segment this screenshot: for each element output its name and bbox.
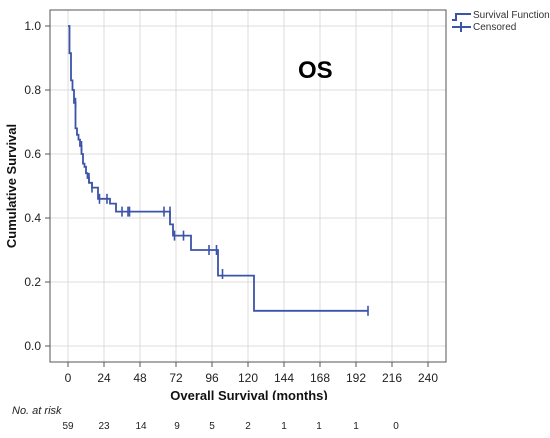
risk-count: 5	[209, 421, 215, 432]
risk-count: 59	[62, 421, 74, 432]
x-tick-label: 192	[346, 371, 366, 385]
y-tick-label: 0.2	[24, 275, 41, 289]
gridlines	[50, 10, 446, 362]
x-tick-label: 168	[310, 371, 330, 385]
y-tick-label: 0.4	[24, 211, 41, 225]
legend-step-symbol	[452, 13, 471, 21]
x-tick-label: 216	[382, 371, 402, 385]
censor-marks	[74, 97, 369, 316]
legend-survival-label: Survival Function	[473, 10, 550, 21]
x-tick-label: 144	[274, 371, 294, 385]
survival-curve	[68, 25, 368, 312]
risk-count: 2	[245, 421, 251, 432]
x-tick-label: 96	[205, 371, 219, 385]
survival-step-line	[68, 25, 368, 312]
y-tick-label: 0.8	[24, 83, 41, 97]
x-tick-label: 72	[169, 371, 183, 385]
risk-count: 23	[98, 421, 110, 432]
km-chart: 0 24 48 72 96 120 144 168 192 216 240 0.0 0.2 0.4 0.6 0…	[4, 9, 550, 400]
risk-table-title: No. at risk	[12, 405, 62, 417]
x-axis-title: Overall Survival (months)	[170, 388, 328, 400]
legend: Survival Function Censored	[452, 10, 550, 33]
x-tick-label: 0	[65, 371, 72, 385]
risk-count: 1	[281, 421, 287, 432]
risk-count: 9	[174, 421, 180, 432]
axes: 0 24 48 72 96 120 144 168 192 216 240 0.0 0.2 0.4 0.6 0…	[24, 19, 438, 385]
risk-count: 0	[393, 421, 399, 432]
x-tick-label: 24	[97, 371, 111, 385]
risk-count: 1	[316, 421, 322, 432]
x-tick-label: 120	[238, 371, 258, 385]
os-annotation: OS	[298, 57, 333, 84]
y-tick-label: 0.6	[24, 147, 41, 161]
y-tick-label: 1.0	[24, 19, 41, 33]
x-tick-label: 48	[133, 371, 147, 385]
risk-count: 1	[353, 421, 359, 432]
y-axis-title: Cumulative Survival	[4, 124, 19, 248]
legend-censored-label: Censored	[473, 22, 516, 33]
legend-censor-symbol	[452, 22, 471, 32]
risk-count: 14	[135, 421, 147, 432]
x-tick-label: 240	[418, 371, 438, 385]
y-tick-label: 0.0	[24, 339, 41, 353]
